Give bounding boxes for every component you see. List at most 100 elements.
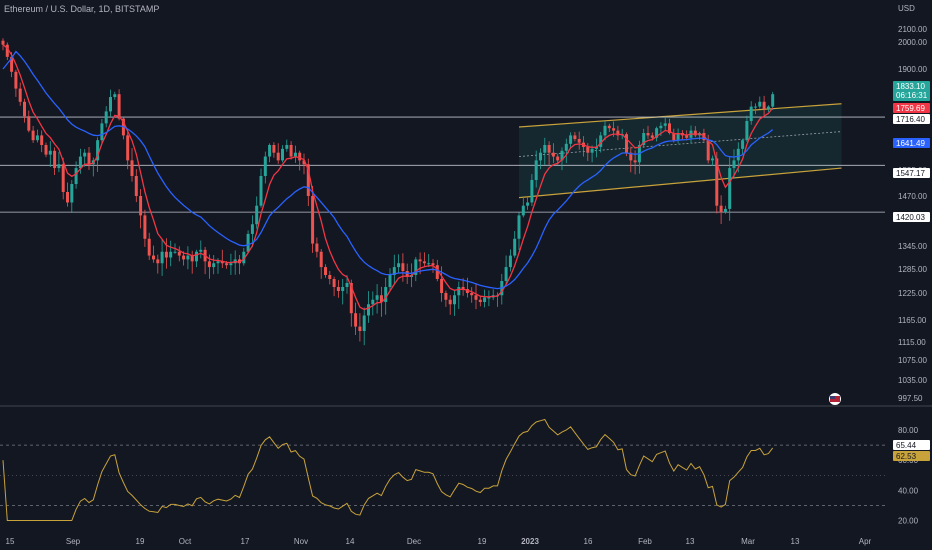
candle-body xyxy=(483,297,487,302)
candle-body xyxy=(66,192,69,203)
price-tag xyxy=(893,81,930,101)
candles xyxy=(1,38,775,346)
rsi-tick-label: 40.00 xyxy=(898,486,919,495)
candle-body xyxy=(285,145,289,149)
candle-body xyxy=(642,133,646,145)
price-tag-value: 1716.40 xyxy=(896,115,925,124)
candle-body xyxy=(87,152,91,165)
candle-body xyxy=(577,139,581,143)
rsi-line xyxy=(2,418,774,521)
candle-body xyxy=(143,215,147,239)
candle-body xyxy=(551,152,555,157)
candle-body xyxy=(513,238,517,256)
candle-body xyxy=(276,152,280,161)
time-tick-label: 15 xyxy=(6,537,15,546)
candle-body xyxy=(723,208,727,213)
rsi-pane xyxy=(0,418,885,521)
candle-body xyxy=(10,56,14,72)
candle-body xyxy=(268,145,272,157)
candle-body xyxy=(207,261,211,268)
candle-body xyxy=(470,293,474,296)
candle-body xyxy=(53,150,57,169)
price-tag xyxy=(893,138,930,148)
candle-body xyxy=(625,134,628,153)
price-tick-label: 997.50 xyxy=(898,394,923,403)
time-tick-label: Nov xyxy=(294,537,308,546)
price-tick-label: 1225.00 xyxy=(898,289,927,298)
time-tick-label: 13 xyxy=(791,537,800,546)
fast-ema-line xyxy=(2,44,774,311)
candle-body xyxy=(461,287,465,289)
candle-body xyxy=(225,263,229,266)
candle-body xyxy=(23,101,26,117)
candle-body xyxy=(40,135,44,145)
candle-body xyxy=(354,313,358,327)
candle-body xyxy=(629,152,633,161)
candle-body xyxy=(315,243,319,252)
candle-body xyxy=(560,150,564,161)
candle-body xyxy=(328,275,332,279)
candle-body xyxy=(341,287,345,291)
candle-body xyxy=(607,125,611,129)
price-tag xyxy=(893,168,930,178)
time-tick-label: Mar xyxy=(741,537,755,546)
price-tick-label: 1285.00 xyxy=(898,265,927,274)
time-tick-label: 14 xyxy=(346,537,355,546)
candle-body xyxy=(693,130,697,136)
channel-fill xyxy=(519,103,842,198)
moving-averages xyxy=(2,44,774,311)
candle-body xyxy=(384,287,388,302)
candle-body xyxy=(61,164,65,192)
candle-body xyxy=(762,101,766,109)
candle-body xyxy=(57,164,61,169)
candle-body xyxy=(152,255,155,260)
candle-body xyxy=(504,267,508,281)
candle-body xyxy=(5,44,9,57)
candle-body xyxy=(375,295,379,300)
candle-body xyxy=(190,255,194,262)
price-tag-value: 1547.17 xyxy=(896,169,925,178)
candle-body xyxy=(199,249,203,252)
rsi-tag xyxy=(893,451,930,461)
candle-body xyxy=(134,176,138,196)
candle-body xyxy=(379,295,383,302)
slow-ma-line xyxy=(2,50,774,290)
candle-body xyxy=(736,148,740,161)
candle-body xyxy=(418,259,422,262)
candle-body xyxy=(48,150,52,155)
candle-body xyxy=(18,88,22,102)
price-tag xyxy=(893,212,930,222)
candle-body xyxy=(83,152,87,157)
rsi-tick-label: 20.00 xyxy=(898,516,919,525)
candle-body xyxy=(457,287,461,296)
price-tick-label: 1165.00 xyxy=(898,316,927,325)
candle-body xyxy=(590,148,594,153)
price-tag-value: 1641.49 xyxy=(896,139,925,148)
candle-body xyxy=(672,133,676,141)
candle-body xyxy=(401,263,405,271)
event-flag-icon[interactable] xyxy=(829,393,841,405)
candle-body xyxy=(603,125,607,136)
symbol-title: Ethereum / U.S. Dollar, 1D, BITSTAMP xyxy=(4,4,160,14)
candle-body xyxy=(685,135,689,138)
candle-body xyxy=(117,94,121,119)
countdown-timer: 06:16:31 xyxy=(896,91,928,100)
candle-body xyxy=(100,123,104,141)
candle-body xyxy=(758,101,762,107)
candle-body xyxy=(388,275,392,287)
candle-body xyxy=(177,251,181,256)
candle-body xyxy=(405,271,409,277)
candle-body xyxy=(633,160,637,163)
candle-body xyxy=(169,251,173,258)
candle-body xyxy=(474,295,478,300)
candle-body xyxy=(371,299,375,305)
candle-body xyxy=(569,135,573,144)
candle-body xyxy=(478,299,482,302)
price-tick-label: 1035.00 xyxy=(898,376,927,385)
candle-body xyxy=(465,289,469,293)
time-axis[interactable]: 15 Sep 19 Oct 17 Nov 14 Dec 19 2023 16 Feb 13 Mar 13 Ap… xyxy=(6,537,872,546)
candle-body xyxy=(31,130,35,141)
candle-body xyxy=(358,326,362,331)
candle-body xyxy=(302,160,306,165)
